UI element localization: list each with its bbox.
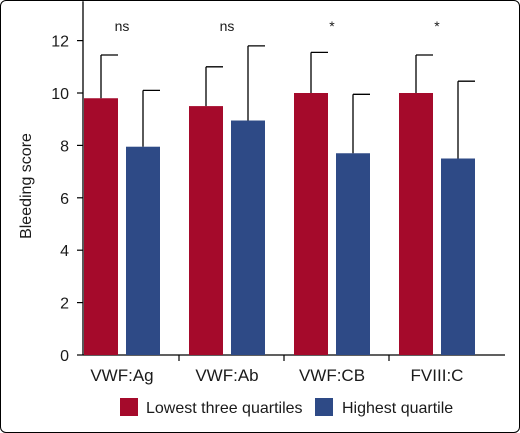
x-category-label: VWF:CB	[299, 366, 365, 385]
significance-label: *	[434, 18, 440, 34]
y-tick-label: 6	[60, 191, 69, 208]
bar-lowest-vwfag	[84, 98, 118, 356]
y-tick-label: 12	[51, 34, 69, 51]
x-category-label: FVIII:C	[411, 366, 464, 385]
labels: 0 2 4 6 8 10 12 VWF:Ag ns VWF:Ab ns VWF:CB * FVIII:C *	[51, 18, 463, 385]
y-tick-label: 10	[51, 86, 69, 103]
error-bars	[100, 45, 475, 159]
y-tick-label: 0	[60, 348, 69, 365]
legend-swatch-highest	[315, 398, 333, 416]
bar-lowest-vwfcb	[294, 93, 328, 355]
legend: Lowest three quartiles Highest quartile	[120, 398, 453, 417]
legend-label-lowest: Lowest three quartiles	[146, 400, 303, 417]
bar-highest-vwfag	[126, 146, 160, 355]
significance-label: *	[329, 18, 335, 34]
bar-highest-vwfab	[231, 120, 265, 355]
y-axis-title: Bleeding score	[18, 133, 35, 239]
x-category-label: VWF:Ag	[90, 366, 153, 385]
x-category-label: VWF:Ab	[195, 366, 258, 385]
y-tick-label: 2	[60, 296, 69, 313]
bar-lowest-vwfab	[189, 106, 223, 355]
y-tick-label: 4	[60, 243, 69, 260]
legend-label-highest: Highest quartile	[342, 400, 453, 417]
bar-lowest-fviiic	[399, 93, 433, 355]
legend-swatch-lowest	[120, 398, 138, 416]
bars	[84, 93, 475, 356]
significance-label: ns	[115, 18, 130, 34]
bar-highest-vwfcb	[336, 153, 370, 355]
y-tick-label: 8	[60, 138, 69, 155]
bar-highest-fviiic	[441, 158, 475, 355]
significance-label: ns	[220, 18, 235, 34]
